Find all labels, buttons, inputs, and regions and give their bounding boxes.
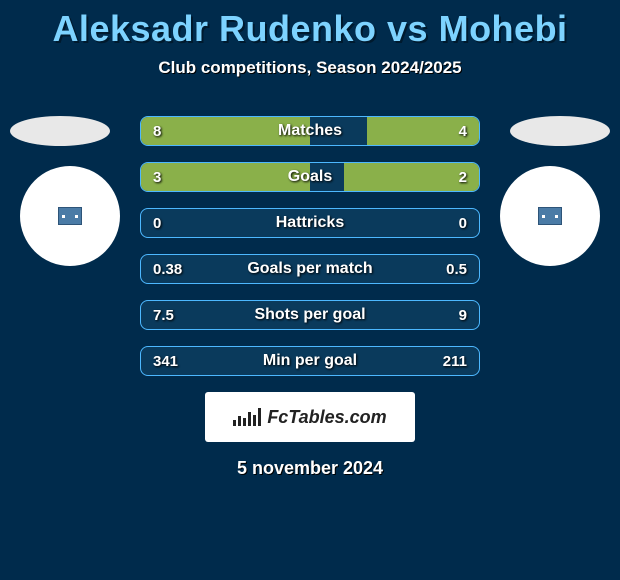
stat-label: Goals: [141, 168, 479, 186]
stat-row: 0.38 Goals per match 0.5: [140, 254, 480, 284]
stat-label: Goals per match: [141, 260, 479, 278]
date-text: 5 november 2024: [0, 458, 620, 479]
stat-value-right: 0.5: [446, 261, 467, 278]
page-title: Aleksadr Rudenko vs Mohebi: [0, 0, 620, 50]
stat-row: 0 Hattricks 0: [140, 208, 480, 238]
player-left-ellipse: [10, 116, 110, 146]
stat-label: Hattricks: [141, 214, 479, 232]
stat-label: Min per goal: [141, 352, 479, 370]
stat-row: 7.5 Shots per goal 9: [140, 300, 480, 330]
stat-value-right: 211: [443, 353, 467, 370]
stat-label: Matches: [141, 122, 479, 140]
stats-table: 8 Matches 4 3 Goals 2 0 Hattricks 0 0.38…: [140, 116, 480, 376]
stat-value-right: 0: [459, 215, 467, 232]
comparison-area: 8 Matches 4 3 Goals 2 0 Hattricks 0 0.38…: [0, 116, 620, 479]
stat-row: 3 Goals 2: [140, 162, 480, 192]
player-right-ellipse: [510, 116, 610, 146]
stat-value-right: 9: [459, 307, 467, 324]
logo-bars-icon: [233, 408, 261, 426]
logo-text: FcTables.com: [267, 407, 386, 428]
stat-row: 341 Min per goal 211: [140, 346, 480, 376]
player-left-badge: [20, 166, 120, 266]
stat-row: 8 Matches 4: [140, 116, 480, 146]
stat-value-right: 2: [459, 169, 467, 186]
subtitle: Club competitions, Season 2024/2025: [0, 58, 620, 78]
stat-label: Shots per goal: [141, 306, 479, 324]
player-right-badge: [500, 166, 600, 266]
flag-icon: [58, 207, 82, 225]
flag-icon: [538, 207, 562, 225]
stat-value-right: 4: [459, 123, 467, 140]
fctables-logo: FcTables.com: [205, 392, 415, 442]
